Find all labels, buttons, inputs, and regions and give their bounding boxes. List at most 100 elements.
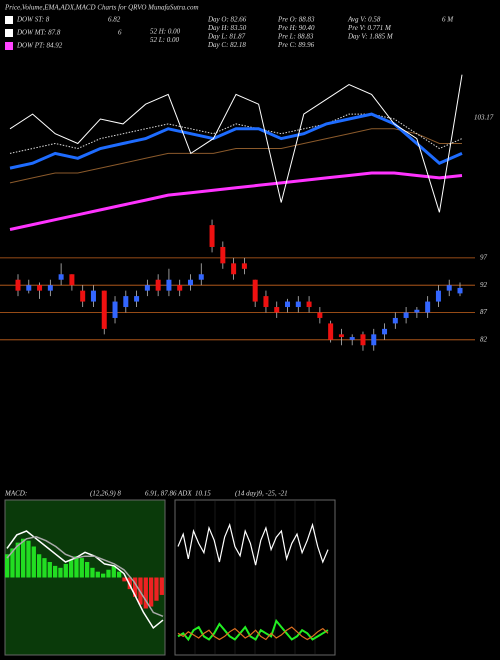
macd-line [6, 536, 164, 617]
legend-label: DOW ST: 8 [16, 16, 50, 24]
candle-body [328, 323, 334, 340]
candle-body [425, 301, 431, 313]
macd-bar [95, 571, 100, 578]
stat: Avg V: 0.58 [347, 16, 381, 24]
y-tick-label: 87 [480, 308, 488, 316]
candle-body [263, 296, 269, 308]
y-tick-label: 97 [480, 253, 488, 261]
macd-bar [74, 556, 79, 578]
candle-body [306, 301, 312, 308]
stat: Pre H: 90.40 [277, 24, 315, 32]
stat: Day C: 82.18 [207, 41, 246, 49]
stat: 6 M [442, 16, 454, 24]
candle-body [285, 301, 291, 308]
macd-bar [90, 567, 95, 578]
candle-body [457, 287, 463, 294]
macd-bar [85, 562, 90, 578]
stat: Pre O: 88.83 [277, 16, 315, 24]
candle-body [252, 279, 258, 302]
adx-reading: 10.15 [195, 490, 211, 498]
candle-body [26, 285, 32, 291]
ema-line [9, 74, 463, 213]
macd-bar [122, 577, 127, 582]
y-tick-label: 82 [480, 335, 488, 343]
candle-body [187, 279, 193, 286]
candle-body [382, 328, 388, 335]
macd-bar [31, 546, 36, 578]
macd-bar [106, 569, 111, 578]
candle-body [392, 317, 398, 324]
candle-body [134, 296, 140, 302]
macd-bar [79, 558, 84, 578]
candle-body [155, 279, 161, 291]
candle-body [144, 285, 150, 291]
candle-body [317, 312, 323, 318]
macd-bar [37, 554, 42, 578]
legend-label: DOW PT: 84.92 [16, 42, 63, 50]
candle-body [58, 274, 64, 280]
candle-body [446, 285, 452, 291]
adx-title: ADX [177, 490, 192, 498]
candle-body [198, 274, 204, 280]
macd-bar [133, 577, 138, 597]
macd-bar [47, 562, 52, 578]
candle-body [338, 334, 344, 338]
macd-bar [58, 567, 63, 578]
stat: Pre V: 0.771 M [347, 24, 392, 32]
macd-bar [127, 577, 132, 590]
candle-body [295, 301, 301, 308]
candle-body [274, 307, 280, 313]
macd-title: MACD: [4, 490, 27, 498]
legend-swatch [5, 16, 13, 24]
adx-line [177, 626, 329, 641]
ema-line [9, 113, 463, 154]
candle-body [414, 309, 420, 313]
macd-bar [10, 548, 15, 578]
macd-bar [5, 554, 10, 578]
ema-line [9, 128, 462, 184]
stat: Pre L: 88.83 [277, 33, 314, 41]
candle-body [101, 290, 107, 329]
stat: Day O: 82.66 [207, 16, 247, 24]
macd-bar [69, 560, 74, 578]
macd-reading: 6.91, 87.86 [145, 490, 177, 498]
macd-bar [117, 571, 122, 578]
candle-body [209, 225, 215, 247]
macd-bar [15, 542, 20, 578]
macd-bar [159, 577, 164, 595]
candle-body [112, 301, 118, 318]
candle-body [220, 246, 226, 264]
price-label: 103.17 [474, 114, 494, 122]
candle-body [166, 279, 172, 291]
candle-body [241, 263, 247, 269]
stat: 52 H: 0.00 [150, 28, 181, 36]
macd-line [6, 530, 164, 630]
macd-bar [111, 565, 116, 578]
candle-body [15, 279, 21, 291]
adx-params: (14 day)9, -25, -21 [235, 490, 288, 498]
stat: Day H: 83.50 [207, 24, 247, 32]
legend-value: 6.82 [108, 16, 121, 24]
candle-body [47, 285, 53, 291]
y-tick-label: 92 [480, 281, 488, 289]
chart-title: Price,Volume,EMA,ADX,MACD Charts for QRV… [4, 4, 199, 12]
macd-bar [53, 565, 58, 578]
candle-body [349, 337, 355, 340]
candle-body [403, 312, 409, 318]
candle-body [360, 334, 366, 346]
macd-bar [63, 563, 68, 578]
candle-body [231, 263, 237, 275]
candle-body [69, 274, 75, 286]
stat: 52 L: 0.00 [150, 36, 179, 44]
macd-bar [101, 573, 106, 578]
macd-bar [143, 577, 148, 609]
macd-params: (12,26,9) 8 [90, 490, 121, 498]
candle-body [435, 290, 441, 302]
candle-body [371, 334, 377, 346]
legend-value: 6 [118, 29, 122, 37]
stat: Pre C: 89.96 [277, 41, 315, 49]
macd-bar [154, 577, 159, 601]
macd-bar [21, 538, 26, 578]
legend-label: DOW MT: 87.8 [16, 29, 61, 37]
